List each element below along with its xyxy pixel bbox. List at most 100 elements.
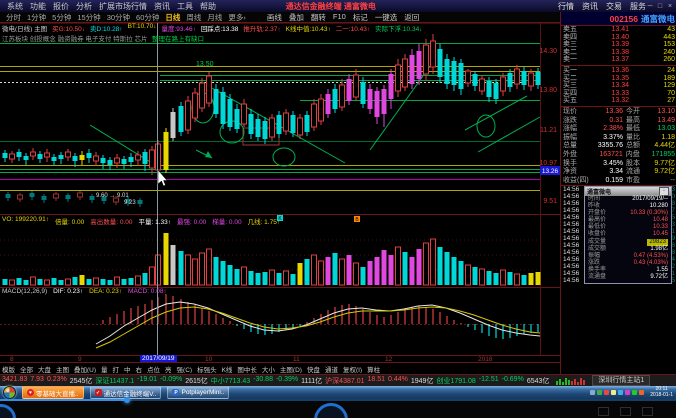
bottom-tab[interactable]: 主图(D) <box>279 367 302 373</box>
player-button[interactable] <box>314 403 348 418</box>
bottom-tab[interactable]: 打 <box>112 367 120 373</box>
player-icon-1[interactable] <box>598 407 609 416</box>
bottom-tab[interactable]: 算柱 <box>367 367 381 373</box>
bottom-tab[interactable]: 强(C) <box>176 367 193 373</box>
mini-bar <box>559 378 562 385</box>
tdx-icon: ✓ <box>94 389 102 396</box>
menu-item[interactable]: 工具 <box>177 1 193 11</box>
tool-button[interactable]: 叠加 <box>288 13 304 22</box>
player-button-left[interactable] <box>0 404 16 418</box>
gap-note-label: 整理在路上有缺口 <box>152 36 204 42</box>
tray-icon[interactable] <box>597 390 603 395</box>
tool-button[interactable]: F10 <box>332 12 346 21</box>
stock-header[interactable]: 002156 通富微电 <box>561 12 676 26</box>
bottom-tab[interactable]: 通道 <box>324 367 338 373</box>
volume-pane[interactable] <box>0 226 560 287</box>
mini-bar <box>583 379 586 385</box>
quote-detail-popup[interactable]: 通富微电 ▫ 时间 2017/09/19/-- 昨收 10.280 开盘价 10.33 (… <box>584 186 672 284</box>
order-book-row[interactable]: 卖三 13.39 153 <box>561 41 676 49</box>
video-progress-handle[interactable] <box>124 397 130 403</box>
stat-value: 3355.76 <box>597 142 623 150</box>
tool-button[interactable]: 一键选 <box>374 13 398 22</box>
bottom-tab[interactable]: 亮 <box>165 367 172 373</box>
period-item[interactable]: 月线 <box>207 13 223 22</box>
top-tab[interactable]: 交易 <box>606 1 622 11</box>
tray-icon[interactable] <box>618 390 624 395</box>
menu-item[interactable]: 帮助 <box>200 1 216 11</box>
menu-item[interactable]: 扩展市场行情 <box>99 1 147 11</box>
period-item[interactable]: 周线 <box>186 13 202 22</box>
period-item[interactable]: 5分钟 <box>52 13 72 22</box>
bottom-tab[interactable]: 点位 <box>147 367 161 373</box>
bottom-tab[interactable]: 大盘 <box>38 367 51 373</box>
period-item[interactable]: 分时 <box>6 13 21 22</box>
bottom-tab[interactable]: 模版 <box>2 367 15 373</box>
order-book-row[interactable]: 卖五 13.41 43 <box>561 26 676 34</box>
popup-row-label: 振幅 <box>588 252 601 259</box>
window-button[interactable]: □ <box>657 2 663 10</box>
taskbar-task-button[interactable]: ♥ 零基础大直播.. <box>22 386 84 399</box>
start-button[interactable] <box>3 386 16 399</box>
menu-item[interactable]: 资讯 <box>154 1 170 11</box>
stat-row: 收益(四) 0.159 市盈 -- <box>561 177 676 186</box>
menu-item[interactable]: 功能 <box>30 1 46 11</box>
tool-button[interactable]: 返回 <box>404 13 420 22</box>
order-book-row[interactable]: 买三 13.34 129 <box>561 82 676 90</box>
order-book-row[interactable]: 卖一 13.37 260 <box>561 56 676 64</box>
order-book-row[interactable]: 买四 13.33 70 <box>561 90 676 98</box>
order-book-row[interactable]: 买一 13.36 24 <box>561 67 676 75</box>
stat-label: 收益(四) <box>563 176 589 184</box>
tray-icon[interactable] <box>625 390 631 395</box>
period-item[interactable]: 60分钟 <box>136 13 160 22</box>
macd-pane[interactable] <box>0 297 560 355</box>
book-separator <box>561 64 676 66</box>
order-book-row[interactable]: 卖四 13.40 443 <box>561 34 676 42</box>
bottom-tab[interactable]: K线 <box>221 367 233 373</box>
bottom-tab[interactable]: 右 <box>135 367 143 373</box>
window-button[interactable]: × <box>667 2 673 10</box>
menu-item[interactable]: 分析 <box>76 1 92 11</box>
bottom-tab[interactable]: 叠加(U) <box>74 367 97 373</box>
tool-button[interactable]: 画线 <box>266 13 282 22</box>
menu-item[interactable]: 系统 <box>7 1 23 11</box>
order-book-row[interactable]: 买五 13.32 27 <box>561 97 676 105</box>
main-chart-area[interactable] <box>0 42 560 214</box>
top-tab[interactable]: 行情 <box>558 1 574 11</box>
player-icon-3[interactable] <box>642 407 653 416</box>
tray-icon[interactable] <box>611 390 617 395</box>
tool-button[interactable]: 标记 <box>352 13 368 22</box>
tool-button[interactable]: 翻转 <box>310 13 326 22</box>
bottom-tab[interactable]: 量 <box>101 367 108 373</box>
bottom-tab[interactable]: 复权(I) <box>342 367 363 373</box>
tray-icon[interactable] <box>632 390 638 395</box>
bottom-tab[interactable]: 图中长 <box>237 367 257 373</box>
period-item[interactable]: 1分钟 <box>27 13 47 22</box>
popup-title-bar[interactable]: 通富微电 ▫ <box>585 187 671 196</box>
order-book-row[interactable]: 买二 13.35 189 <box>561 75 676 83</box>
book-price: 13.36 <box>611 66 629 74</box>
menu-item[interactable]: 报价 <box>53 1 69 11</box>
video-progress-bar[interactable] <box>0 397 676 403</box>
bottom-tab[interactable]: 全部 <box>20 367 33 373</box>
player-icon-2[interactable] <box>620 407 631 416</box>
video-progress-fill <box>0 399 127 401</box>
window-button[interactable]: ─ <box>647 2 653 10</box>
top-tab[interactable]: 资讯 <box>582 1 598 11</box>
order-book-row[interactable]: 卖二 13.38 240 <box>561 49 676 57</box>
popup-close-button[interactable]: ▫ <box>659 187 669 196</box>
tray-icon[interactable] <box>590 390 596 395</box>
tray-icon[interactable] <box>639 390 645 395</box>
tray-icon[interactable] <box>604 390 610 395</box>
bottom-tab[interactable]: 标强头 <box>197 367 217 373</box>
period-item[interactable]: 30分钟 <box>106 13 131 22</box>
top-tab[interactable]: 服务 <box>630 1 646 11</box>
period-item[interactable]: 日线 <box>165 13 181 22</box>
taskbar-task-button[interactable]: P PotplayerMini.. <box>167 386 230 399</box>
task-buttons: ♥ 零基础大直播.. ✓ 通达信金融终端V.. P PotplayerMini.. <box>16 386 230 399</box>
bottom-tab[interactable]: 主图 <box>56 367 69 373</box>
bottom-tab[interactable]: 大小 <box>261 367 275 373</box>
bottom-tab[interactable]: 快盘 <box>306 367 320 373</box>
period-item[interactable]: 15分钟 <box>77 13 101 22</box>
bottom-tab[interactable]: 中 <box>124 367 131 373</box>
period-item[interactable]: 更多› <box>228 13 246 22</box>
